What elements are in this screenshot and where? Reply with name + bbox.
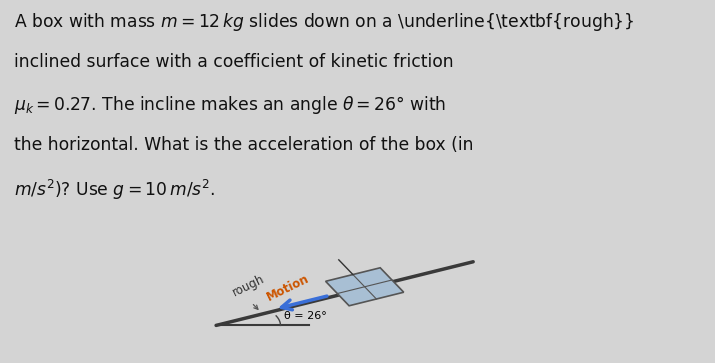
Text: A box with mass $m = 12\,kg$ slides down on a \underline{\textbf{rough}}: A box with mass $m = 12\,kg$ slides down… — [14, 11, 635, 33]
Text: the horizontal. What is the acceleration of the box (in: the horizontal. What is the acceleration… — [14, 136, 474, 154]
Polygon shape — [325, 268, 404, 306]
Text: Motion: Motion — [265, 272, 312, 303]
Text: θ = 26°: θ = 26° — [284, 311, 327, 321]
Text: inclined surface with a coefficient of kinetic friction: inclined surface with a coefficient of k… — [14, 53, 454, 71]
Text: rough: rough — [230, 273, 267, 299]
Text: $\mu_k = 0.27$. The incline makes an angle $\theta = 26°$ with: $\mu_k = 0.27$. The incline makes an ang… — [14, 94, 447, 117]
Text: $m/s^2$)? Use $g = 10\,m/s^2$.: $m/s^2$)? Use $g = 10\,m/s^2$. — [14, 178, 216, 202]
